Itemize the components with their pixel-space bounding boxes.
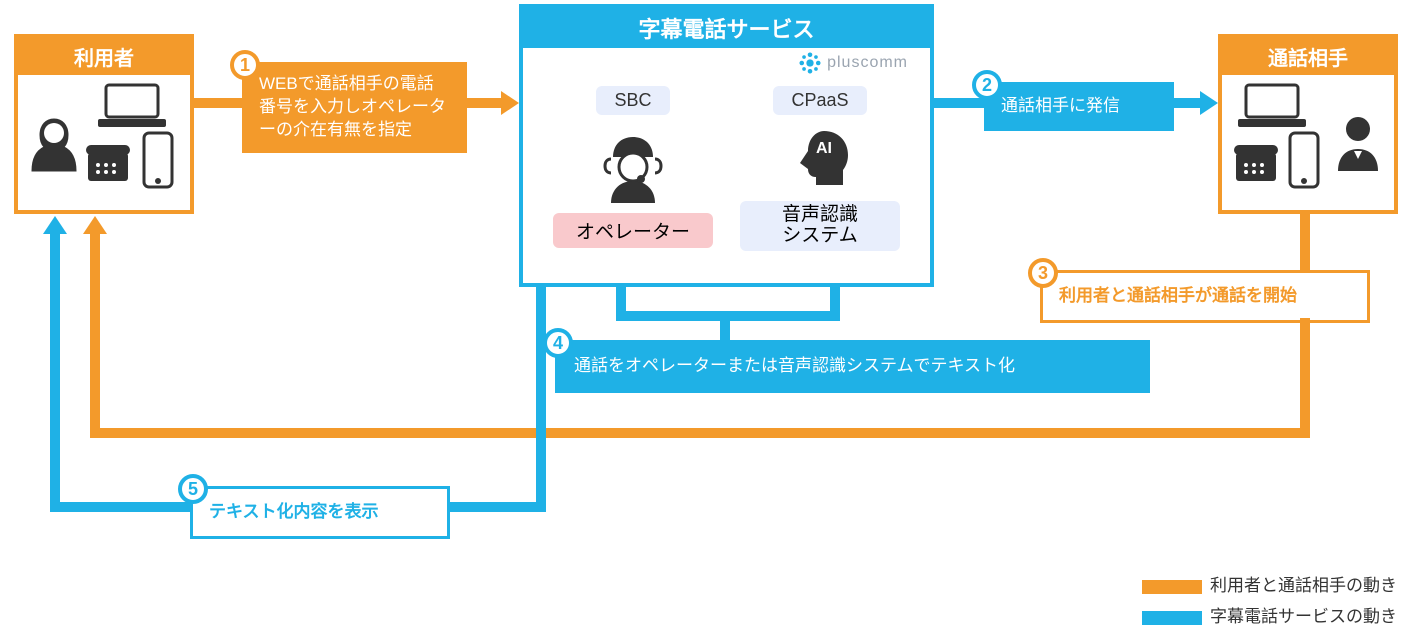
arrow4e [536,287,546,507]
arrow1-head [501,91,519,115]
man-icon [1330,111,1386,191]
step4-badge: 4 [543,328,573,358]
smartphone-icon [142,131,174,189]
arrow2-head [1200,91,1218,115]
step1-badge: 1 [230,50,260,80]
arrow3a [1300,214,1310,270]
arrow1-line1 [194,98,242,108]
woman-icon [26,111,82,191]
service-box: 字幕電話サービス pluscomm SBC オペレーター CPaaS AI 音声… [519,4,934,287]
ai-head-icon: AI [784,125,856,197]
smartphone-icon [1288,131,1320,189]
arrow3b [1300,318,1310,438]
operator-icon [591,125,675,209]
arrow5b [50,502,190,512]
arrow1-line2 [467,98,503,108]
step4-box: 4 通話をオペレーターまたは音声認識システムでテキスト化 [555,340,1150,393]
deskphone-icon [84,141,132,185]
sbc-label: SBC [596,86,669,115]
operator-label: オペレーター [553,213,713,248]
step5-box: 5 テキスト化内容を表示 [190,486,450,539]
legend-blue: 字幕電話サービスの動き [1210,607,1397,626]
pluscomm-icon [799,52,821,74]
deskphone-icon [1232,141,1280,185]
callee-title: 通話相手 [1222,38,1394,75]
arrow2-line2 [1174,98,1202,108]
arrow5c [50,232,60,512]
arrow3d [90,232,100,438]
ai-badge-text: AI [816,140,832,157]
legend-orange: 利用者と通話相手の動き [1210,576,1397,595]
ai-label: 音声認識システム [740,201,900,251]
laptop-icon [1236,81,1308,131]
arrow3-head [83,216,107,234]
step5-badge: 5 [178,474,208,504]
user-title: 利用者 [18,38,190,75]
step2-badge: 2 [972,70,1002,100]
laptop-icon [96,81,168,131]
callee-box: 通話相手 [1218,34,1398,214]
brand-text: pluscomm [827,54,908,72]
arrow2-line1 [934,98,984,108]
step3-badge: 3 [1028,258,1058,288]
step3-box: 3 利用者と通話相手が通話を開始 [1040,270,1370,323]
service-title: 字幕電話サービス [523,8,930,48]
legend: 利用者と通話相手の動き 字幕電話サービスの動き [1142,571,1397,627]
user-box: 利用者 [14,34,194,214]
arrow5a [450,502,546,512]
step2-box: 2 通話相手に発信 [984,82,1174,131]
cpaas-label: CPaaS [773,86,866,115]
arrow3c [90,428,1310,438]
step1-box: 1 WEBで通話相手の電話番号を入力しオペレーターの介在有無を指定 [242,62,467,153]
arrow5-head [43,216,67,234]
arrow4d [720,311,730,340]
